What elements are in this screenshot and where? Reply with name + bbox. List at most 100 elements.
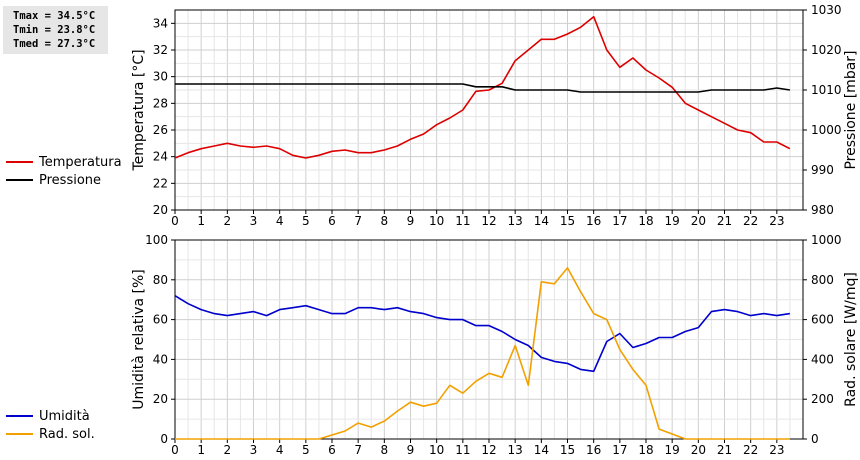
y-tick-label: 60 [153,313,168,327]
y2-tick-label: 200 [811,392,834,406]
y2-tick-label: 1000 [811,233,842,247]
tmed-label: Tmed = 27.3°C [13,38,96,50]
y2-tick-label: 0 [811,432,819,446]
x-tick-label: 11 [455,214,470,228]
x-tick-label: 16 [586,214,601,228]
y-tick-label: 30 [153,70,168,84]
x-tick-label: 17 [612,443,627,457]
x-tick-label: 23 [769,443,784,457]
legend-item-temperature: Temperatura [6,153,122,171]
y2-tick-label: 1020 [811,43,842,57]
legend-top: Temperatura Pressione [6,153,122,189]
y-tick-label: 40 [153,352,168,366]
x-tick-label: 14 [534,214,549,228]
y-tick-label: 20 [153,392,168,406]
x-tick-label: 1 [197,214,205,228]
x-tick-label: 5 [302,214,310,228]
y2-tick-label: 1030 [811,3,842,17]
x-tick-label: 7 [354,214,362,228]
legend-item-humidity: Umidità [6,407,95,425]
tmax-label: Tmax = 34.5°C [13,10,96,22]
tmin-label: Tmin = 23.8°C [13,24,96,36]
y-tick-label: 28 [153,96,168,110]
x-tick-label: 9 [407,443,415,457]
legend-label-humidity: Umidità [39,408,90,424]
temperature-stats-box: Tmax = 34.5°C Tmin = 23.8°C Tmed = 27.3°… [3,6,108,54]
y-tick-label: 22 [153,176,168,190]
y2-axis-title: Rad. solare [W/mq] [843,272,859,407]
x-tick-label: 3 [250,214,258,228]
radiation-swatch [6,433,33,435]
y-tick-label: 26 [153,123,168,137]
x-tick-label: 6 [328,214,336,228]
legend-label-pressure: Pressione [39,172,102,188]
y2-tick-label: 800 [811,273,834,287]
y2-tick-label: 1010 [811,83,842,97]
panel-1 [171,239,807,443]
series-line-umidit- [174,295,791,373]
y2-axis-title: Pressione [mbar] [843,50,859,169]
legend-item-radiation: Rad. sol. [6,425,95,443]
x-tick-label: 12 [481,214,496,228]
x-tick-label: 13 [508,443,523,457]
x-tick-label: 5 [302,443,310,457]
x-tick-label: 2 [224,443,232,457]
x-tick-label: 6 [328,443,336,457]
x-tick-label: 1 [197,443,205,457]
series-line-pressione [175,83,791,93]
x-tick-label: 12 [481,443,496,457]
y-tick-label: 34 [153,16,168,30]
legend-bottom: Umidità Rad. sol. [6,407,95,443]
x-tick-label: 19 [665,214,680,228]
y-axis-title: Temperatura [°C] [131,49,147,171]
pressure-swatch [6,179,33,181]
y2-tick-label: 980 [811,203,834,217]
legend-item-pressure: Pressione [6,171,122,189]
series-line-temperatura [174,15,791,159]
x-tick-label: 3 [250,443,258,457]
x-tick-label: 20 [691,214,706,228]
y2-tick-label: 400 [811,352,834,366]
x-tick-label: 10 [429,443,444,457]
y-tick-label: 100 [145,233,168,247]
legend-label-radiation: Rad. sol. [39,426,95,442]
x-tick-label: 19 [665,443,680,457]
x-tick-label: 16 [586,443,601,457]
y-tick-label: 0 [160,432,168,446]
x-tick-label: 15 [560,443,575,457]
y-tick-label: 20 [153,203,168,217]
legend-label-temperature: Temperatura [39,154,122,170]
x-tick-label: 2 [224,214,232,228]
x-tick-label: 15 [560,214,575,228]
panel-0 [171,9,807,214]
x-tick-label: 10 [429,214,444,228]
x-tick-label: 22 [743,443,758,457]
x-tick-label: 0 [171,443,179,457]
x-tick-label: 21 [717,214,732,228]
y-tick-label: 24 [153,150,168,164]
x-tick-label: 9 [407,214,415,228]
x-tick-label: 8 [381,214,389,228]
series-line-rad-sol- [175,267,790,440]
y2-tick-label: 600 [811,313,834,327]
x-tick-label: 20 [691,443,706,457]
x-tick-label: 4 [276,443,284,457]
x-tick-label: 13 [508,214,523,228]
y2-tick-label: 990 [811,163,834,177]
y-tick-label: 32 [153,43,168,57]
x-tick-label: 23 [769,214,784,228]
x-tick-label: 18 [638,214,653,228]
x-tick-label: 21 [717,443,732,457]
x-tick-label: 0 [171,214,179,228]
x-tick-label: 17 [612,214,627,228]
x-tick-label: 18 [638,443,653,457]
y2-tick-label: 1000 [811,123,842,137]
y-tick-label: 80 [153,273,168,287]
temperature-swatch [6,161,33,163]
x-tick-label: 7 [354,443,362,457]
x-tick-label: 14 [534,443,549,457]
x-tick-label: 22 [743,214,758,228]
y-axis-title: Umidità relativa [%] [131,269,147,410]
x-tick-label: 4 [276,214,284,228]
